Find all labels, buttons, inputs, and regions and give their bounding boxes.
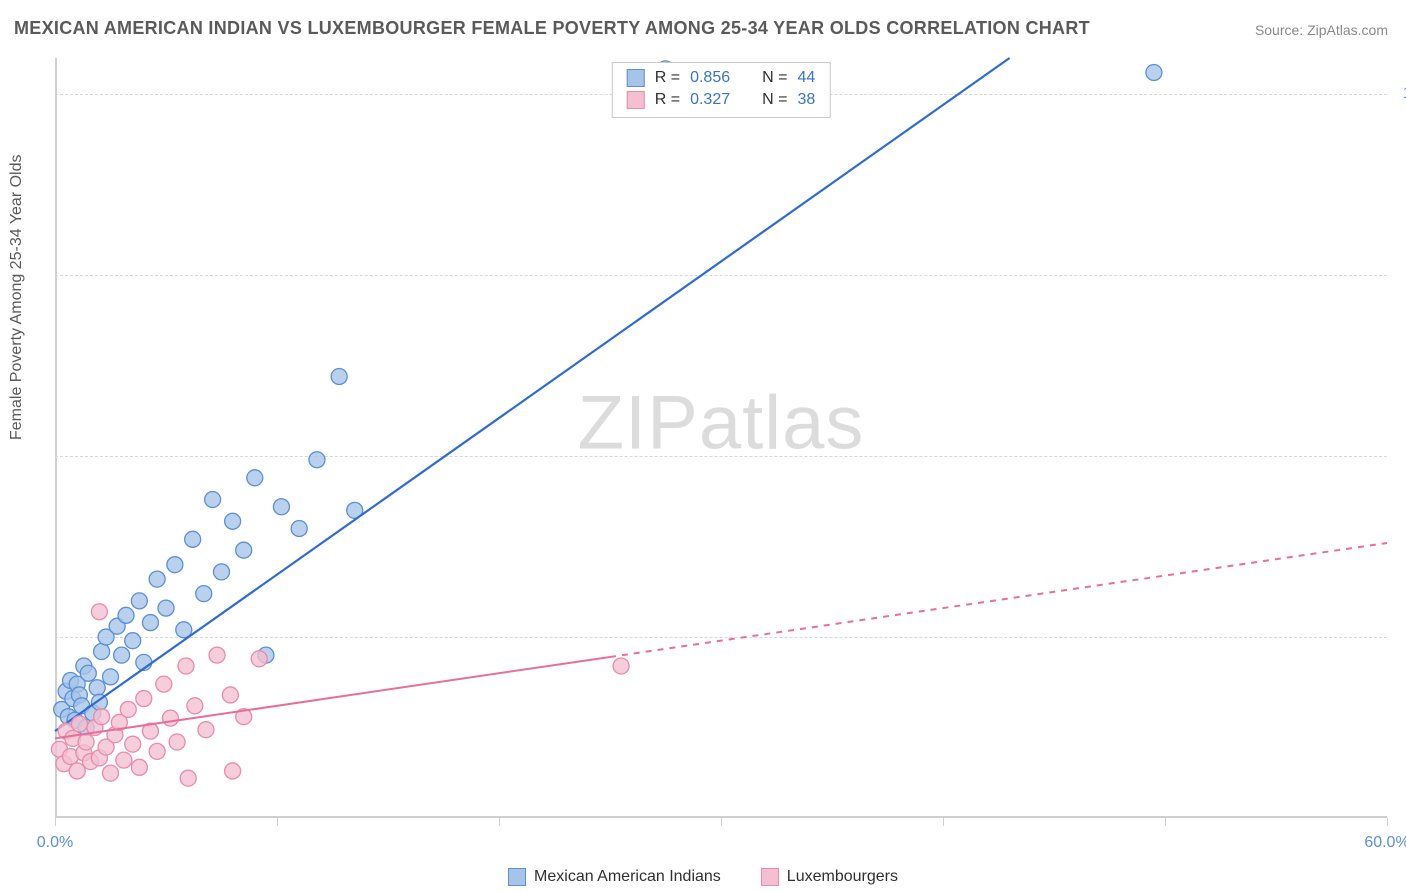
scatter-point <box>125 736 141 752</box>
scatter-point <box>114 647 130 663</box>
trend-line <box>55 58 1010 731</box>
scatter-point <box>94 709 110 725</box>
scatter-point <box>613 658 629 674</box>
scatter-point <box>247 470 263 486</box>
scatter-point <box>120 701 136 717</box>
scatter-point <box>209 647 225 663</box>
scatter-point <box>187 698 203 714</box>
y-axis-label: Female Poverty Among 25-34 Year Olds <box>8 155 26 441</box>
source-credit: Source: ZipAtlas.com <box>1255 22 1388 38</box>
swatch-icon <box>761 868 779 886</box>
chart-title: MEXICAN AMERICAN INDIAN VS LUXEMBOURGER … <box>14 18 1090 39</box>
scatter-point <box>116 752 132 768</box>
legend-label: Luxembourgers <box>787 868 898 886</box>
scatter-point <box>136 691 152 707</box>
scatter-point <box>158 600 174 616</box>
scatter-point <box>309 452 325 468</box>
scatter-point <box>91 604 107 620</box>
scatter-point <box>118 607 134 623</box>
scatter-point <box>273 499 289 515</box>
x-tick-label: 60.0% <box>1364 834 1406 852</box>
scatter-point <box>196 586 212 602</box>
scatter-point <box>167 557 183 573</box>
r-value: 0.327 <box>690 91 730 109</box>
r-label: R = <box>655 91 680 109</box>
scatter-point <box>94 644 110 660</box>
scatter-point <box>222 687 238 703</box>
trend-line-dashed <box>610 543 1387 657</box>
n-value: 44 <box>797 69 815 87</box>
scatter-point <box>225 513 241 529</box>
scatter-point <box>198 722 214 738</box>
swatch-icon <box>627 69 645 87</box>
correlation-stats-box: R = 0.856 N = 44 R = 0.327 N = 38 <box>612 62 831 118</box>
scatter-point <box>149 743 165 759</box>
swatch-icon <box>508 868 526 886</box>
legend-label: Mexican American Indians <box>534 868 721 886</box>
scatter-point <box>78 734 94 750</box>
scatter-point <box>103 765 119 781</box>
plot-area: ZIPatlas 25.0%50.0%75.0%100.0% 0.0%60.0%… <box>55 58 1387 818</box>
scatter-point <box>251 651 267 667</box>
scatter-point <box>185 531 201 547</box>
chart-svg <box>55 58 1387 818</box>
scatter-point <box>71 716 87 732</box>
r-label: R = <box>655 69 680 87</box>
n-label: N = <box>762 69 787 87</box>
swatch-icon <box>627 91 645 109</box>
scatter-point <box>169 734 185 750</box>
scatter-point <box>205 492 221 508</box>
scatter-point <box>236 542 252 558</box>
stats-row: R = 0.856 N = 44 <box>627 67 816 89</box>
scatter-point <box>162 710 178 726</box>
n-value: 38 <box>797 91 815 109</box>
scatter-point <box>180 770 196 786</box>
scatter-point <box>156 676 172 692</box>
legend-item: Mexican American Indians <box>508 868 721 886</box>
scatter-point <box>131 593 147 609</box>
scatter-point <box>89 680 105 696</box>
scatter-point <box>142 615 158 631</box>
scatter-point <box>103 669 119 685</box>
legend-item: Luxembourgers <box>761 868 898 886</box>
r-value: 0.856 <box>690 69 730 87</box>
scatter-point <box>149 571 165 587</box>
scatter-point <box>80 665 96 681</box>
scatter-point <box>214 564 230 580</box>
scatter-point <box>225 763 241 779</box>
scatter-point <box>331 368 347 384</box>
scatter-point <box>291 520 307 536</box>
stats-row: R = 0.327 N = 38 <box>627 89 816 111</box>
scatter-point <box>131 759 147 775</box>
scatter-point <box>178 658 194 674</box>
x-tick-label: 0.0% <box>37 834 73 852</box>
scatter-point <box>125 633 141 649</box>
series-legend: Mexican American Indians Luxembourgers <box>508 868 898 886</box>
n-label: N = <box>762 91 787 109</box>
scatter-point <box>1146 64 1162 80</box>
